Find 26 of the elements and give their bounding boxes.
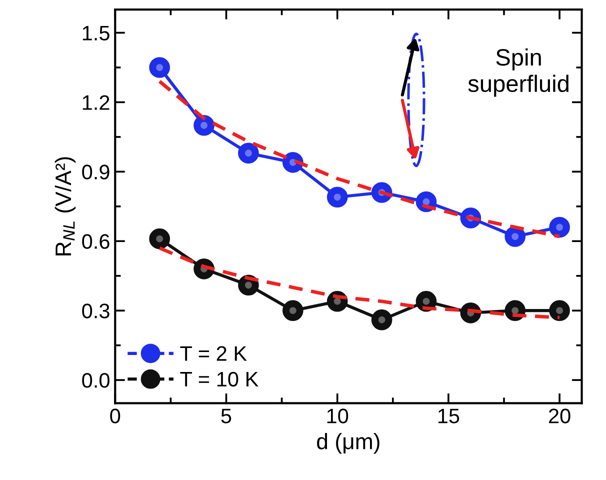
x-tick-label: 0 bbox=[110, 408, 120, 424]
point bbox=[371, 309, 392, 330]
point bbox=[504, 226, 526, 247]
legend-label: T = 10 K bbox=[180, 372, 258, 387]
point bbox=[326, 186, 348, 208]
y-tick-label: 0.9 bbox=[82, 164, 110, 180]
point bbox=[282, 300, 304, 322]
x-tick-label: 5 bbox=[221, 408, 232, 424]
x-tick-label: 20 bbox=[549, 408, 570, 424]
y-axis-title: R$_{NL}$ (V/A²) bbox=[54, 157, 76, 256]
y-tick-label: 1.5 bbox=[82, 26, 110, 41]
point bbox=[238, 142, 259, 164]
point bbox=[549, 216, 570, 238]
x-tick-label: 15 bbox=[438, 408, 460, 424]
point bbox=[149, 228, 170, 250]
annotation: Spin superfluid bbox=[468, 48, 568, 97]
x-tick-label: 10 bbox=[327, 408, 348, 424]
y-tick-label: 0.0 bbox=[82, 373, 110, 388]
point bbox=[194, 114, 214, 136]
y-tick-label: 0.6 bbox=[82, 234, 110, 249]
x-axis-title: d (μm) bbox=[317, 433, 380, 454]
legend-label: T = 2 K bbox=[180, 346, 247, 361]
y-tick-label: 0.3 bbox=[82, 304, 110, 318]
point bbox=[549, 300, 570, 322]
point bbox=[149, 57, 170, 78]
y-tick-label: 1.2 bbox=[82, 95, 110, 110]
